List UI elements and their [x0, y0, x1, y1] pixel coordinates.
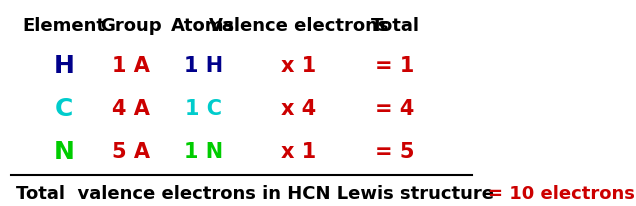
- Text: = 1: = 1: [375, 56, 415, 76]
- Text: Group: Group: [100, 17, 162, 35]
- Text: 1 N: 1 N: [184, 141, 223, 161]
- Text: 5 A: 5 A: [112, 141, 150, 161]
- Text: 1 H: 1 H: [184, 56, 223, 76]
- Text: = 4: = 4: [375, 99, 415, 118]
- Text: Valence electrons: Valence electrons: [209, 17, 389, 35]
- Text: 1 A: 1 A: [112, 56, 150, 76]
- Text: Element: Element: [22, 17, 106, 35]
- Text: C: C: [55, 97, 73, 121]
- Text: 4 A: 4 A: [112, 99, 150, 118]
- Text: x 1: x 1: [282, 56, 317, 76]
- Text: 1 C: 1 C: [184, 99, 221, 118]
- Text: x 1: x 1: [282, 141, 317, 161]
- Text: N: N: [53, 139, 74, 163]
- Text: H: H: [53, 54, 74, 78]
- Text: = 10 electrons: = 10 electrons: [488, 185, 635, 202]
- Text: Total  valence electrons in HCN Lewis structure: Total valence electrons in HCN Lewis str…: [16, 185, 500, 202]
- Text: Atoms: Atoms: [171, 17, 235, 35]
- Text: = 5: = 5: [375, 141, 415, 161]
- Text: Total: Total: [371, 17, 420, 35]
- Text: x 4: x 4: [282, 99, 317, 118]
